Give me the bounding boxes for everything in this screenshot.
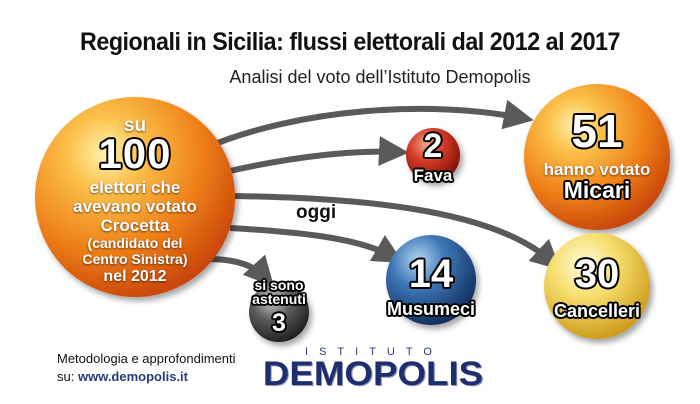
arrow-to-cancelleri: [234, 193, 561, 271]
astenuti-value: 3: [272, 309, 286, 337]
logo-demopolis: DEMOPOLIS: [262, 355, 484, 393]
cancelleri-name: Cancelleri: [553, 301, 641, 321]
source-line-4: (candidato del: [87, 235, 183, 251]
musumeci-circle: [386, 235, 476, 325]
fava-circle: [406, 128, 460, 182]
website-link[interactable]: www.demopolis.it: [77, 369, 188, 384]
source-line-3: Crocetta: [100, 216, 170, 235]
arrow-to-micari: [203, 99, 534, 151]
micari-circle: [524, 84, 670, 230]
oggi-label: oggi: [296, 202, 337, 223]
source-line-6: nel 2012: [103, 268, 167, 285]
methodology-note: Metodologia e approfondimenti su: www.de…: [57, 350, 236, 386]
musumeci-name: Musumeci: [386, 299, 476, 319]
arrow-to-musumeci: [229, 225, 404, 263]
cancelleri-circle: [544, 233, 650, 339]
fava-name: Fava: [413, 166, 453, 185]
source-circle: [35, 97, 235, 297]
musumeci-value: 14: [408, 252, 454, 296]
source-su-label: su: [123, 115, 147, 136]
source-number: 100: [98, 130, 172, 177]
methodology-su: su:: [57, 369, 75, 384]
astenuti-line-2: astenuti: [252, 291, 306, 307]
methodology-link-row: su: www.demopolis.it: [57, 368, 236, 386]
cancelleri-value: 30: [574, 252, 620, 296]
astenuti-circle: [249, 282, 309, 342]
methodology-text: Metodologia e approfondimenti: [57, 351, 236, 366]
page-subtitle: Analisi del voto dell’Istituto Demopolis: [229, 67, 531, 87]
source-line-1: elettori che: [89, 178, 181, 197]
arrow-to-fava: [224, 136, 409, 175]
micari-line-1: hanno votato: [543, 160, 651, 179]
micari-value: 51: [571, 105, 623, 157]
source-line-5: Centro Sinistra): [82, 251, 188, 267]
source-line-2: avevano votato: [73, 197, 197, 216]
astenuti-line-1: si sono: [254, 277, 304, 293]
micari-name: Micari: [563, 177, 631, 203]
page-title: Regionali in Sicilia: flussi elettorali …: [80, 28, 620, 56]
fava-value: 2: [423, 127, 443, 165]
source-description: elettori che avevano votato Crocetta (ca…: [45, 178, 225, 286]
logo-istituto: ISTITUTO: [305, 346, 443, 358]
